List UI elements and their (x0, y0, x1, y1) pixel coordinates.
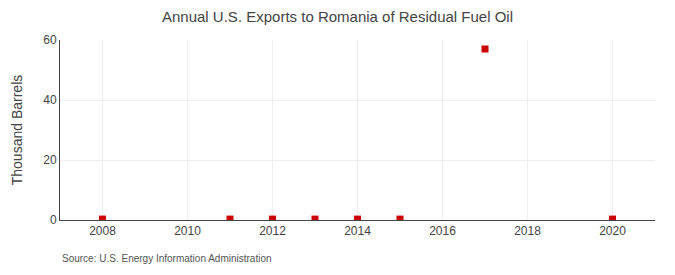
svg-text:Annual U.S. Exports to Romania: Annual U.S. Exports to Romania of Residu… (162, 8, 513, 25)
svg-text:60: 60 (43, 33, 57, 47)
svg-text:20: 20 (43, 153, 57, 167)
svg-text:2020: 2020 (599, 224, 626, 238)
svg-text:2012: 2012 (259, 224, 286, 238)
svg-text:2016: 2016 (429, 224, 456, 238)
svg-text:2014: 2014 (344, 224, 371, 238)
svg-text:2008: 2008 (89, 224, 116, 238)
svg-text:0: 0 (50, 213, 57, 227)
svg-text:2010: 2010 (174, 224, 201, 238)
svg-text:Source: U.S. Energy Informatio: Source: U.S. Energy Information Administ… (62, 253, 272, 264)
svg-text:Thousand Barrels: Thousand Barrels (9, 75, 25, 186)
svg-text:40: 40 (43, 93, 57, 107)
svg-text:2018: 2018 (514, 224, 541, 238)
